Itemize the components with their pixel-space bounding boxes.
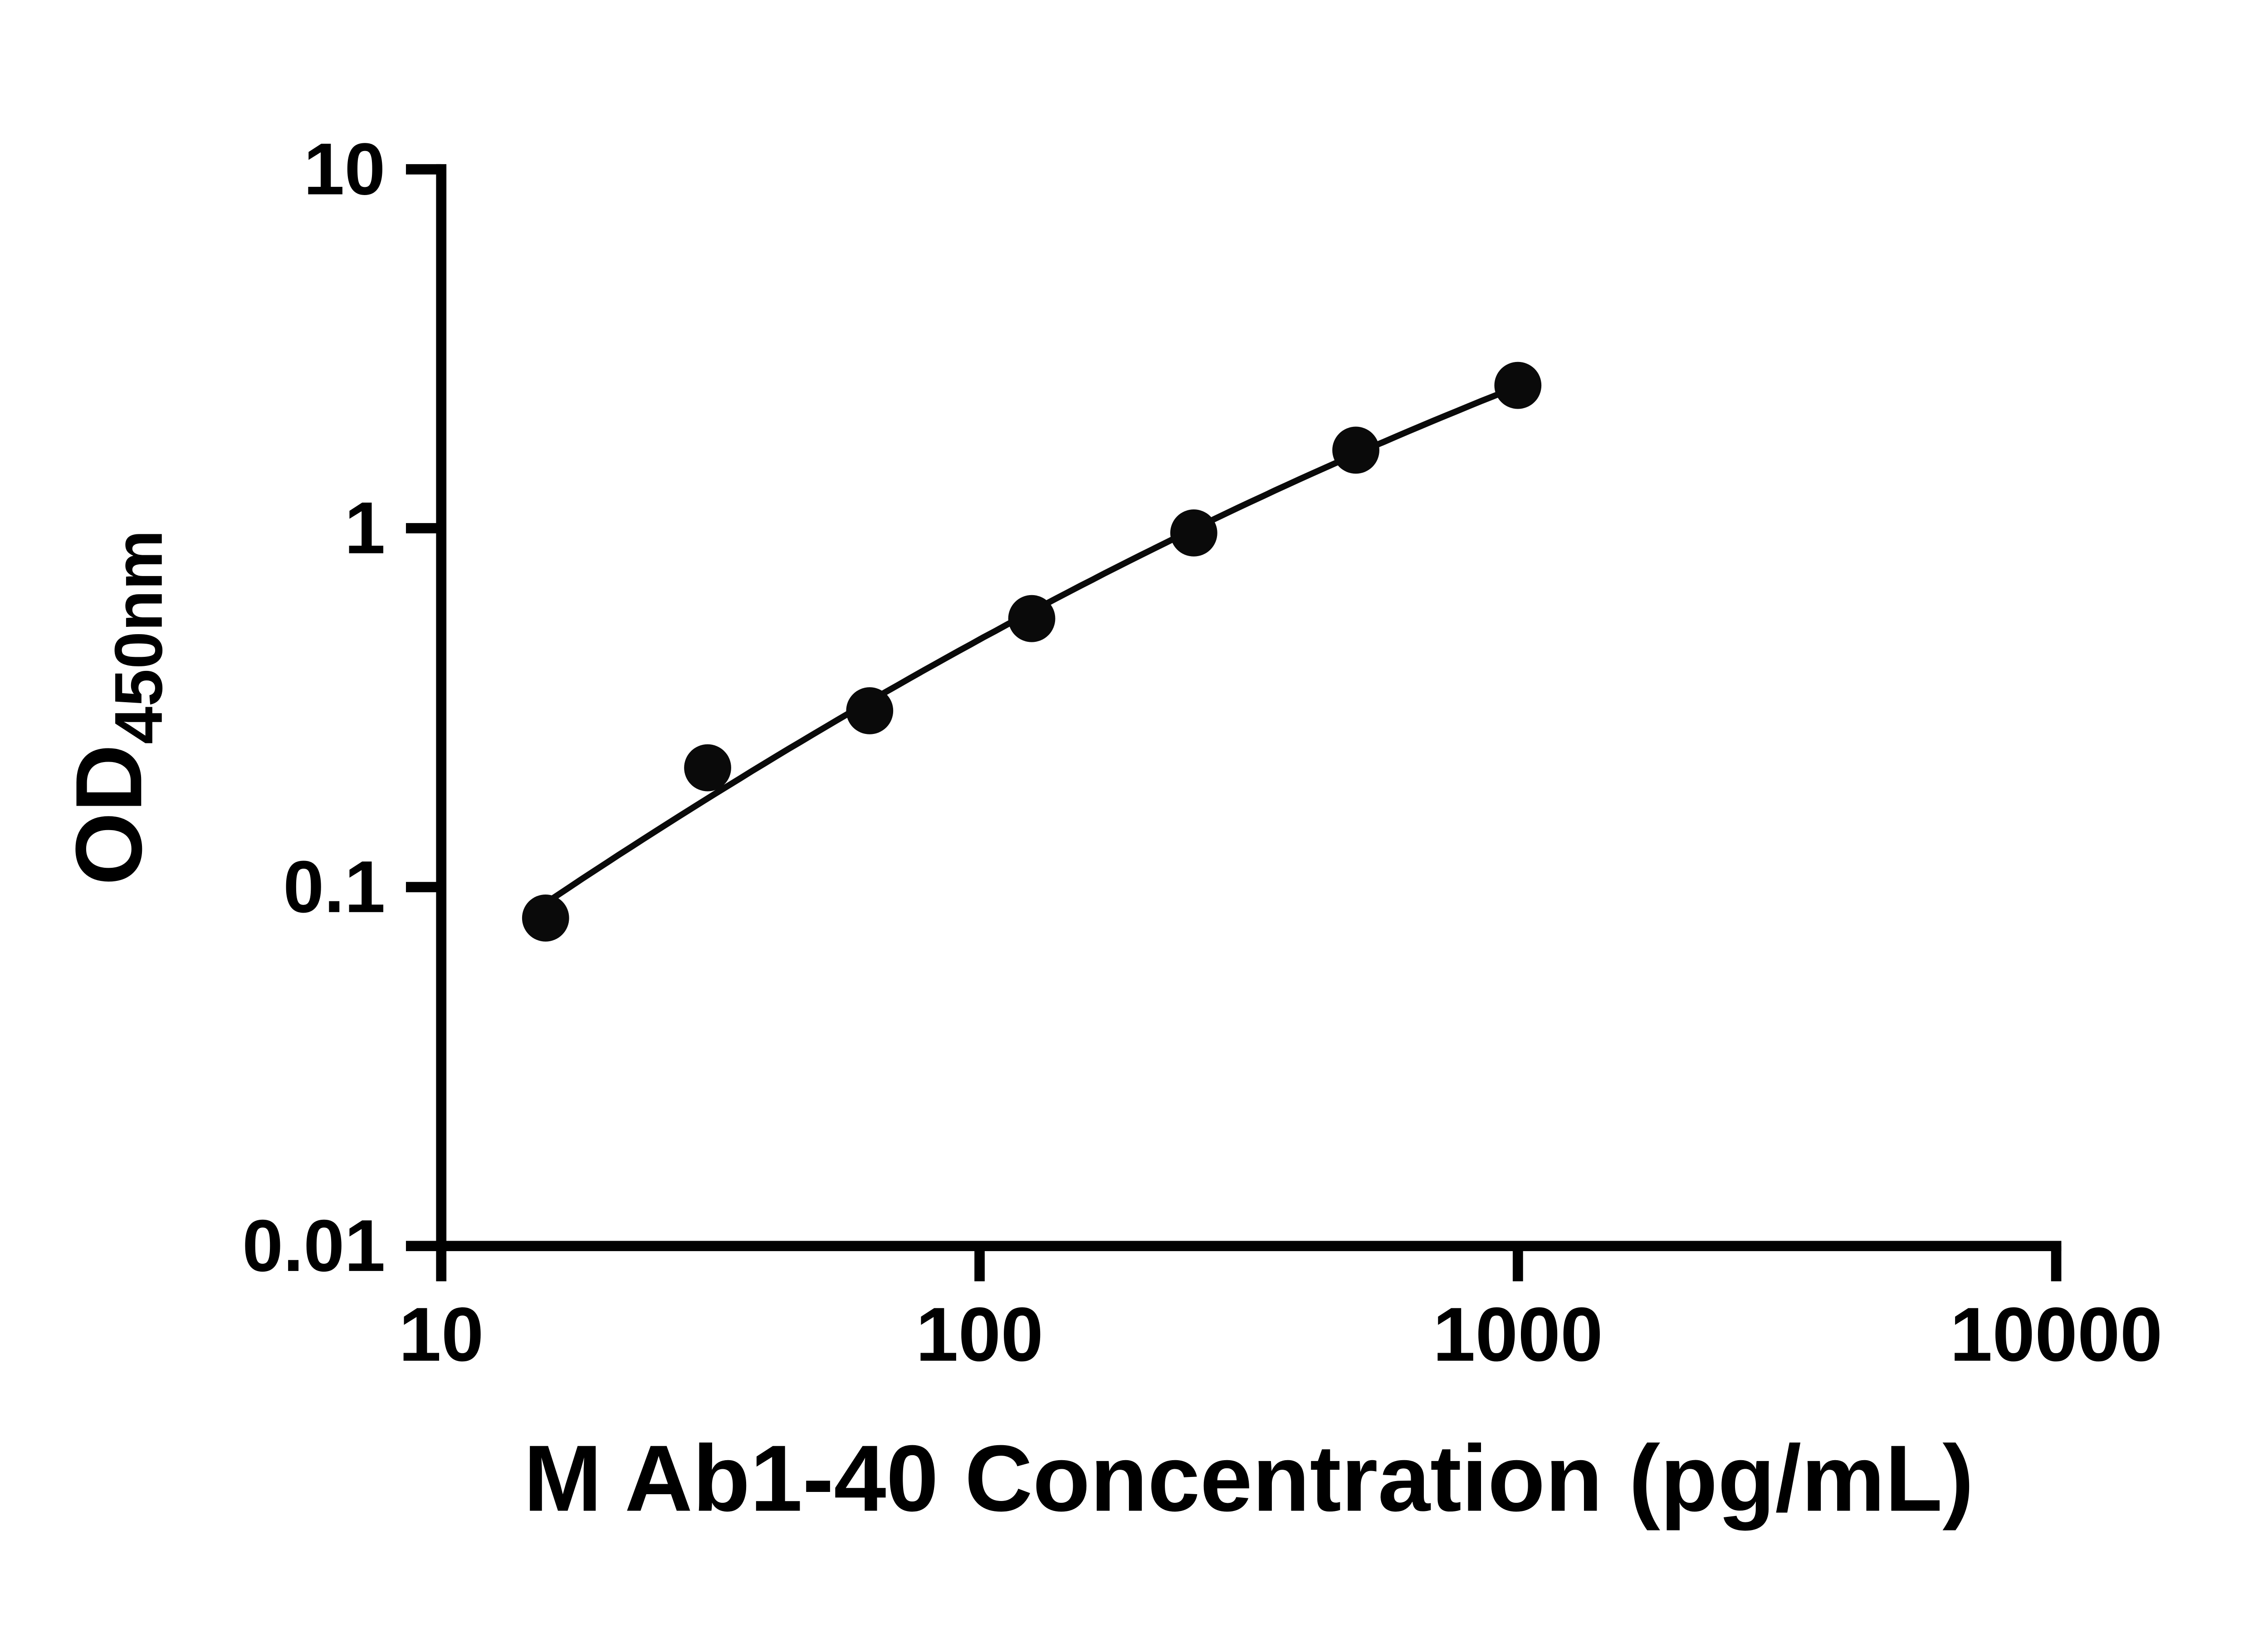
x-tick-label: 100 xyxy=(916,1291,1043,1377)
y-axis-title-main: OD xyxy=(56,744,161,885)
data-point xyxy=(1332,426,1379,474)
x-tick-labels: 10 100 1000 10000 xyxy=(399,1291,2163,1377)
y-axis-title: OD450nm xyxy=(56,530,176,885)
axes-layer xyxy=(406,164,2062,1281)
x-tick-label: 10000 xyxy=(1950,1291,2163,1377)
data-point xyxy=(684,744,731,792)
x-axis-title: M Ab1-40 Concentration (pg/mL) xyxy=(523,1425,1974,1530)
y-axis-title-subscript: 450nm xyxy=(101,530,176,744)
data-point xyxy=(1494,362,1542,409)
y-tick-labels: 10 1 0.1 0.01 xyxy=(242,128,386,1287)
y-tick-label: 10 xyxy=(303,128,385,210)
axis-lines xyxy=(436,164,2062,1252)
data-point xyxy=(846,687,894,734)
y-tick-label: 0.1 xyxy=(283,846,385,928)
y-tick-label: 1 xyxy=(344,487,385,569)
y-tick-label: 0.01 xyxy=(242,1205,386,1287)
data-point xyxy=(522,894,569,942)
x-tick-label: 1000 xyxy=(1433,1291,1603,1377)
data-point xyxy=(1008,595,1056,642)
data-point-layer xyxy=(522,362,1542,942)
data-point xyxy=(1170,509,1217,557)
x-tick-label: 10 xyxy=(399,1291,484,1377)
